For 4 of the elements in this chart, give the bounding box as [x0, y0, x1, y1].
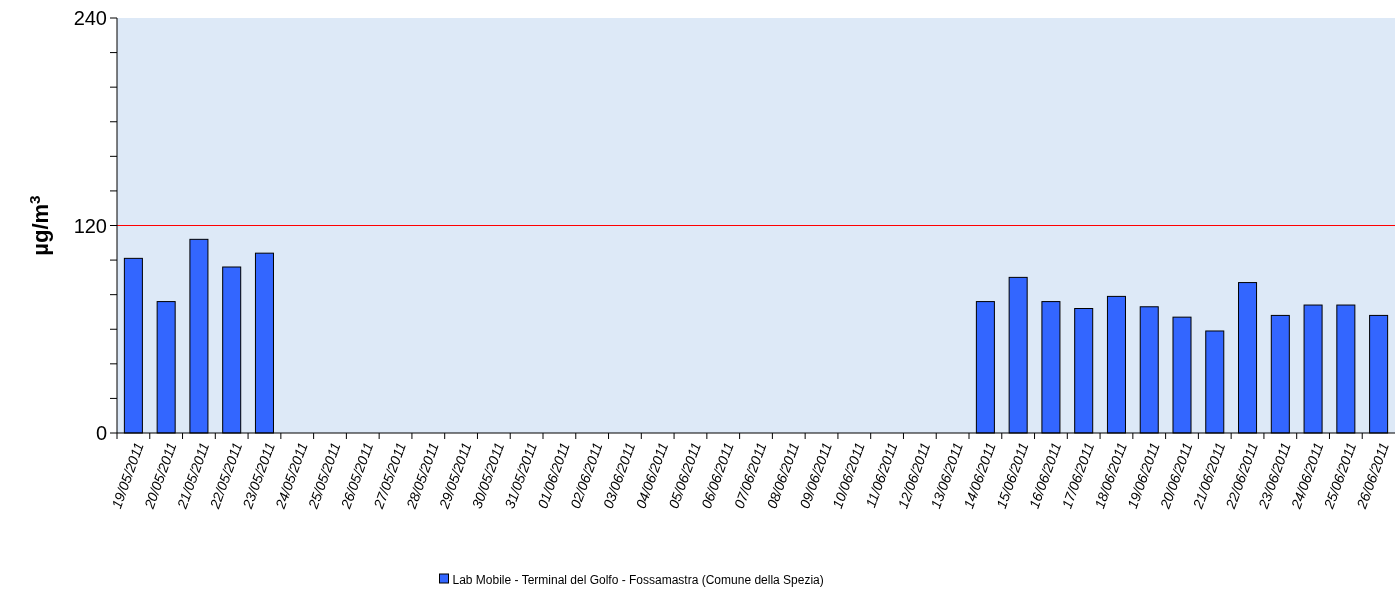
y-tick-label: 120: [73, 214, 107, 237]
y-tick-label: 240: [73, 7, 107, 29]
y-tick-label: 0: [95, 422, 107, 444]
legend-label: Lab Mobile - Terminal del Golfo - Fossamastra (Comune della Spezia): [452, 573, 824, 588]
